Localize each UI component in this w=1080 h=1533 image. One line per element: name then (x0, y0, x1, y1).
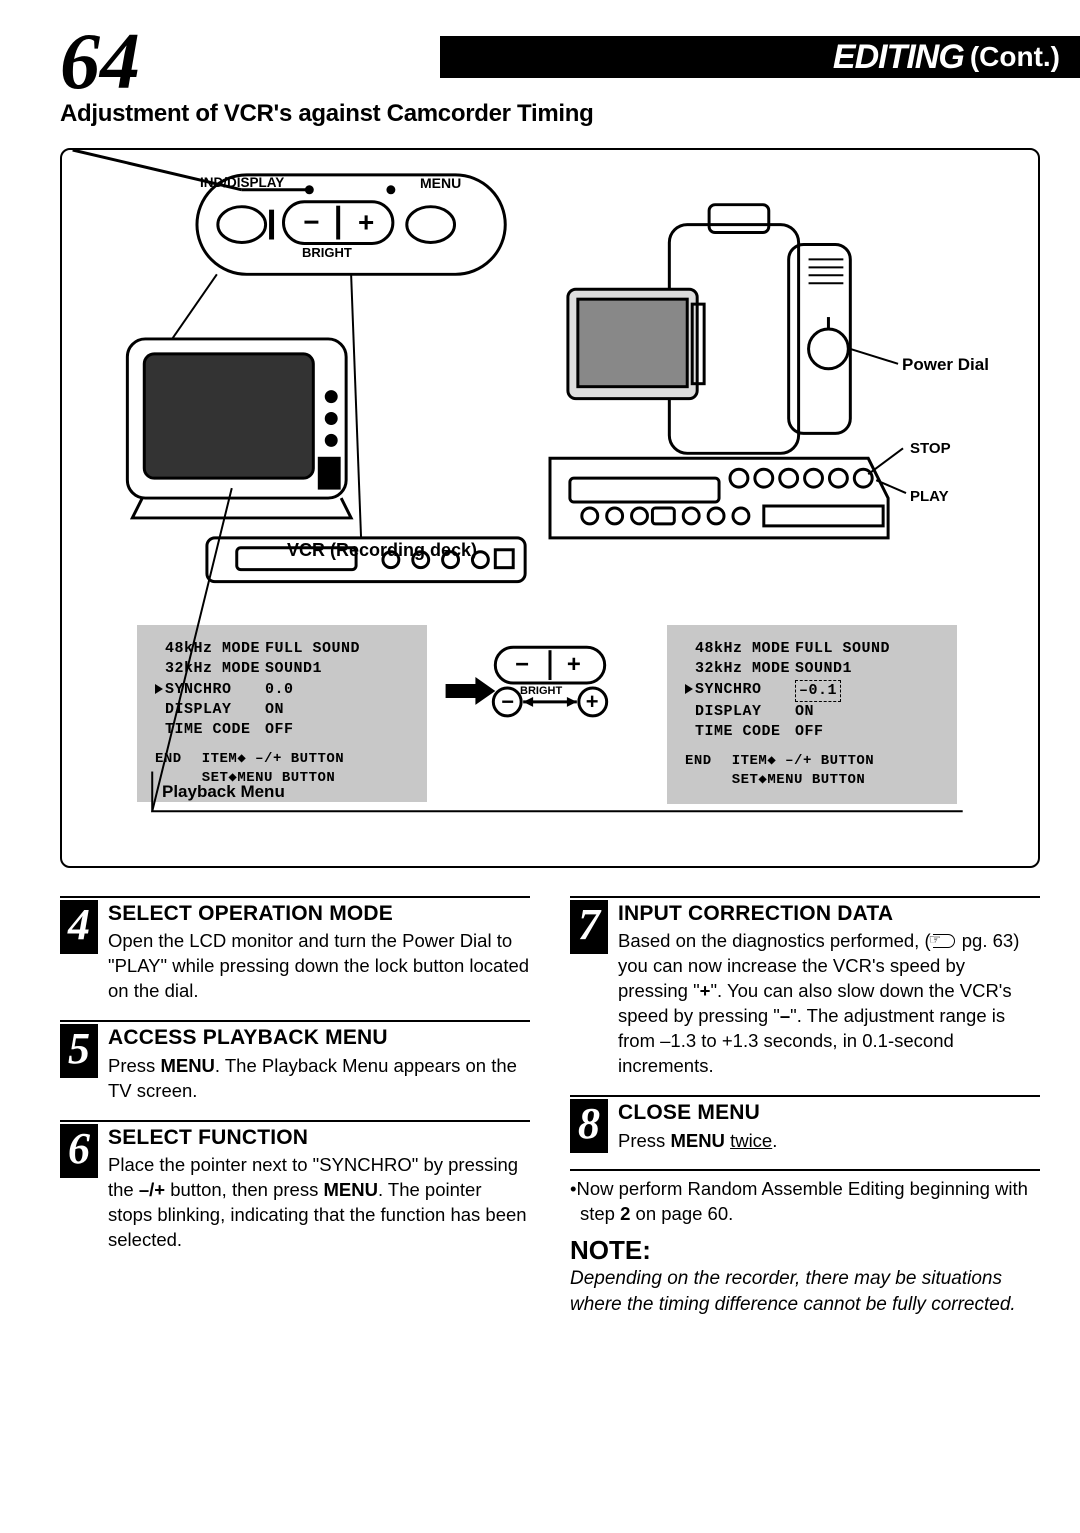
step-8-num: 8 (570, 1099, 608, 1153)
step-7-title: INPUT CORRECTION DATA (618, 900, 1040, 928)
svg-text:+: + (567, 651, 581, 678)
step-8-title: CLOSE MENU (618, 1099, 1040, 1127)
svg-text:+: + (586, 689, 599, 714)
label-play: PLAY (910, 488, 949, 505)
menu-row: DISPLAYON (155, 700, 409, 720)
step-4-body: Open the LCD monitor and turn the Power … (108, 929, 530, 1004)
svg-text:−: − (515, 651, 529, 678)
header-cont: (Cont.) (970, 41, 1060, 73)
menu-row: 32kHz MODESOUND1 (155, 659, 409, 679)
label-vcr: VCR (Recording deck) (287, 540, 477, 561)
step-4: 4 SELECT OPERATION MODE Open the LCD mon… (60, 896, 530, 1004)
menu-left-rows: 48kHz MODEFULL SOUND32kHz MODESOUND1SYNC… (155, 639, 409, 740)
menu-row: DISPLAYON (685, 702, 939, 722)
header-section: EDITING (Cont.) (440, 36, 1080, 78)
playback-menu-right: 48kHz MODEFULL SOUND32kHz MODESOUND1SYNC… (667, 625, 957, 804)
left-column: 4 SELECT OPERATION MODE Open the LCD mon… (60, 896, 530, 1318)
step-5: 5 ACCESS PLAYBACK MENU Press MENU. The P… (60, 1020, 530, 1103)
step-4-title: SELECT OPERATION MODE (108, 900, 530, 928)
steps-columns: 4 SELECT OPERATION MODE Open the LCD mon… (60, 896, 1040, 1318)
label-ind-display: IND/DISPLAY (200, 175, 284, 190)
step-6: 6 SELECT FUNCTION Place the pointer next… (60, 1120, 530, 1253)
note-body: Depending on the recorder, there may be … (570, 1266, 1040, 1317)
playback-menu-title: Playback Menu (162, 782, 285, 802)
right-column: 7 INPUT CORRECTION DATA Based on the dia… (570, 896, 1040, 1318)
step-7: 7 INPUT CORRECTION DATA Based on the dia… (570, 896, 1040, 1079)
page-subtitle: Adjustment of VCR's against Camcorder Ti… (60, 100, 1040, 128)
step-7-body: Based on the diagnostics performed, ( pg… (618, 929, 1040, 1079)
step-4-num: 4 (60, 900, 98, 954)
menu-right-set: SET◆MENU BUTTON (732, 771, 874, 790)
bullet-note: •Now perform Random Assemble Editing beg… (570, 1169, 1040, 1227)
menu-row: SYNCHRO0.0 (155, 680, 409, 700)
header-title: EDITING (833, 38, 964, 77)
menu-right-end: END (685, 752, 712, 790)
menu-left-item: ITEM◆ –/+ BUTTON (202, 750, 344, 769)
menu-right-item: ITEM◆ –/+ BUTTON (732, 752, 874, 771)
diagram-frame: − + (60, 148, 1040, 868)
svg-text:−: − (303, 207, 319, 238)
label-stop: STOP (910, 440, 951, 457)
step-5-body: Press MENU. The Playback Menu appears on… (108, 1054, 530, 1104)
menu-row: TIME CODEOFF (685, 722, 939, 742)
menu-row: SYNCHRO–0.1 (685, 680, 939, 702)
menu-row: 48kHz MODEFULL SOUND (155, 639, 409, 659)
svg-text:+: + (358, 207, 374, 238)
label-menu: MENU (420, 175, 461, 191)
step-6-body: Place the pointer next to "SYNCHRO" by p… (108, 1153, 530, 1253)
label-bright-center: BRIGHT (520, 685, 562, 697)
menu-right-rows: 48kHz MODEFULL SOUND32kHz MODESOUND1SYNC… (685, 639, 939, 742)
step-7-num: 7 (570, 900, 608, 954)
step-5-num: 5 (60, 1024, 98, 1078)
label-power-dial: Power Dial (902, 355, 989, 375)
label-bright: BRIGHT (302, 245, 352, 260)
menu-row: 48kHz MODEFULL SOUND (685, 639, 939, 659)
menu-row: TIME CODEOFF (155, 720, 409, 740)
step-6-title: SELECT FUNCTION (108, 1124, 530, 1152)
menu-row: 32kHz MODESOUND1 (685, 659, 939, 679)
step-8-body: Press MENU twice. (618, 1129, 1040, 1154)
note-title: NOTE: (570, 1235, 1040, 1266)
page-ref-icon (933, 934, 955, 948)
step-5-title: ACCESS PLAYBACK MENU (108, 1024, 530, 1052)
svg-text:−: − (501, 689, 514, 714)
playback-menu-left: 48kHz MODEFULL SOUND32kHz MODESOUND1SYNC… (137, 625, 427, 802)
step-6-num: 6 (60, 1124, 98, 1178)
step-8: 8 CLOSE MENU Press MENU twice. (570, 1095, 1040, 1153)
